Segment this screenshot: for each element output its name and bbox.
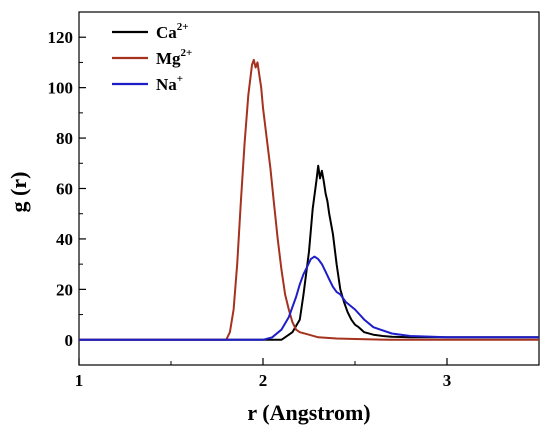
legend-label: Mg2+ xyxy=(156,47,192,68)
series-line-3 xyxy=(79,255,539,341)
y-tick-label: 20 xyxy=(56,280,73,299)
y-axis-label: g (r) xyxy=(6,172,31,213)
y-tick-label: 100 xyxy=(48,79,74,98)
plot-frame xyxy=(78,11,540,366)
y-tick-label: 120 xyxy=(48,28,74,47)
legend-label: Ca2+ xyxy=(156,21,189,42)
series-lines xyxy=(79,58,539,341)
axis-ticks: 0 20 40 60 80 100 120 1 2 3 xyxy=(48,11,540,390)
x-tick-label: 3 xyxy=(443,371,452,390)
plot-area: 0 20 40 60 80 100 120 1 2 3 xyxy=(48,11,540,390)
series-line-1 xyxy=(79,164,539,341)
legend-label: Na+ xyxy=(156,73,183,94)
x-tick-label: 1 xyxy=(75,371,84,390)
series-line-2 xyxy=(79,58,539,341)
y-tick-label: 40 xyxy=(56,230,73,249)
x-axis-label: r (Angstrom) xyxy=(247,400,370,425)
y-tick-label: 0 xyxy=(65,331,74,350)
y-tick-label: 80 xyxy=(56,129,73,148)
legend: Ca2+ Mg2+ Na+ xyxy=(112,21,192,94)
y-tick-label: 60 xyxy=(56,180,73,199)
x-tick-label: 2 xyxy=(259,371,268,390)
